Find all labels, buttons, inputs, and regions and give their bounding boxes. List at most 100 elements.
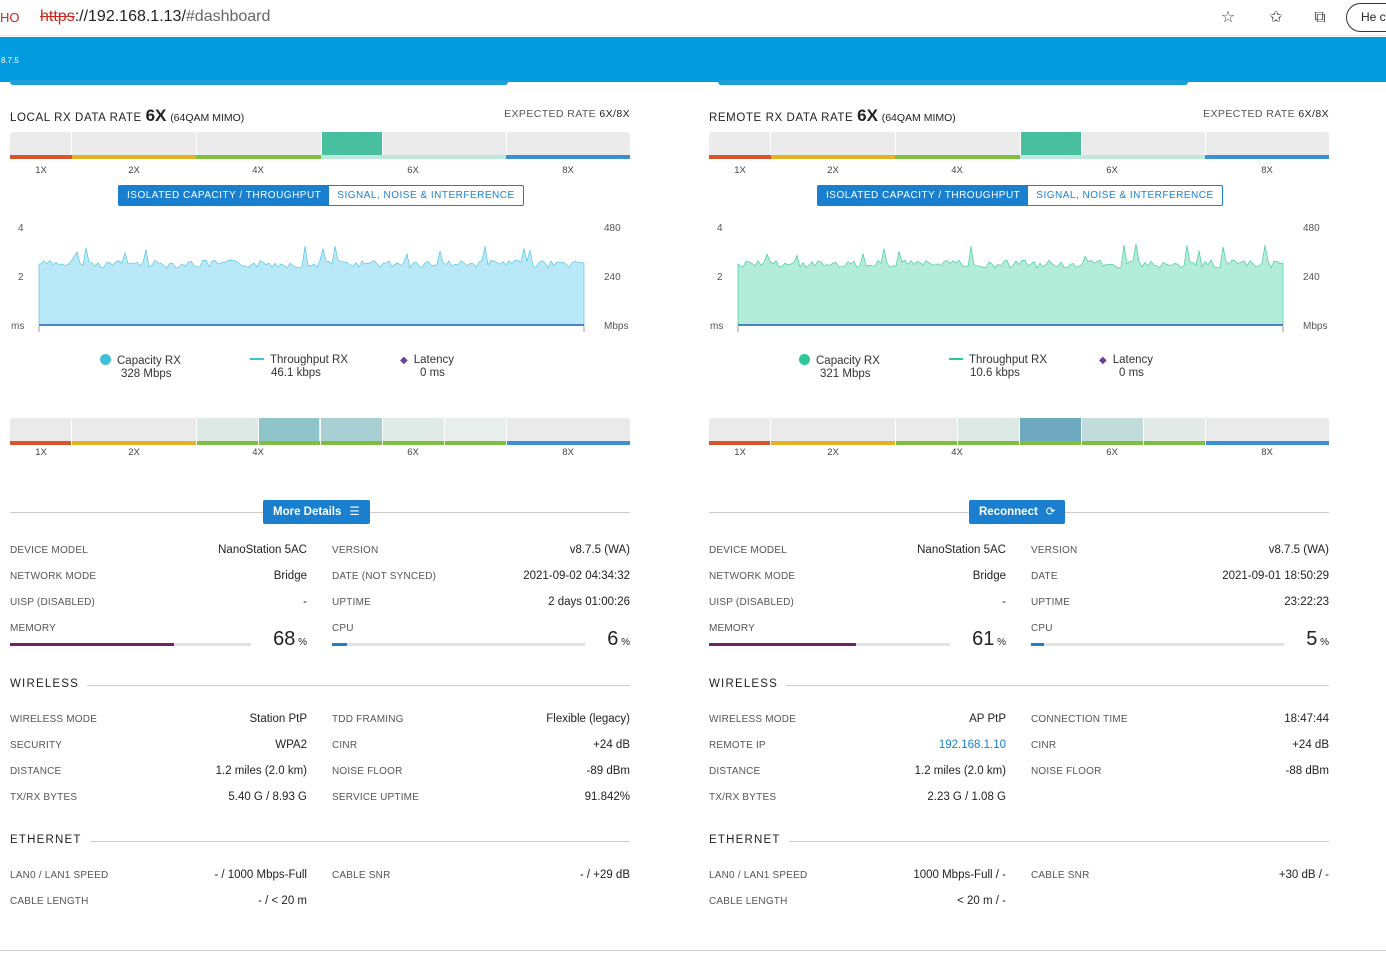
collections-icon[interactable]: ⧉ (1314, 9, 1326, 26)
network-mode-value: Bridge (273, 570, 307, 582)
throughput-line-icon (250, 358, 264, 360)
legend-value: 46.1 kbps (271, 367, 321, 379)
noise-floor-label: NOISE FLOOR (1031, 766, 1102, 777)
legend-value: 328 Mbps (121, 368, 172, 380)
uisp-disabled-value: - (1002, 596, 1006, 608)
version-label: 8.7.5 (1, 56, 19, 65)
lan0-lan1-speed-label: LAN0 / LAN1 SPEED (709, 870, 808, 881)
rx-rate-value: 6X (145, 106, 167, 125)
legend-throughput[interactable]: Throughput RX 10.6 kbps (949, 354, 1047, 379)
cpu-percent: 5 % (1306, 628, 1329, 650)
wireless-mode-value: AP PtP (969, 713, 1006, 725)
device-model-label: DEVICE MODEL (709, 545, 787, 556)
expected-rate-value: 6X/8X (599, 108, 630, 120)
app-header: 8.7.5 (0, 37, 1386, 82)
remote-ip-value[interactable]: 192.168.1.10 (938, 739, 1006, 751)
tick-label: 8X (562, 165, 574, 176)
rate-bar-highlight (1019, 418, 1081, 445)
wireless-divider (10, 685, 630, 686)
legend-latency[interactable]: ◆ Latency 0 ms (1099, 354, 1153, 379)
tick-label: 4X (252, 165, 264, 176)
rate-ticks-top: 1X 2X 4X 6X 8X (10, 165, 630, 177)
legend-label: Throughput RX (969, 354, 1047, 366)
version-label: VERSION (1031, 545, 1078, 556)
lan0-lan1-speed-value: - / 1000 Mbps-Full (214, 869, 307, 881)
browser-toolbar: НО https://192.168.1.13/#dashboard ☆ ✩ ⧉… (0, 0, 1386, 36)
rate-bar-top (10, 132, 630, 159)
tick-label: 8X (1261, 447, 1273, 458)
url-host: ://192.168.1.13/ (74, 8, 186, 25)
tick-label: 6X (1106, 447, 1118, 458)
cinr-label: CINR (332, 740, 358, 751)
cable-snr-value: - / +29 dB (579, 869, 630, 881)
axis-left-tick: 4 (717, 223, 723, 234)
capacity-dot-icon (100, 354, 111, 365)
noise-floor-value: -88 dBm (1285, 765, 1329, 777)
tick-label: 6X (407, 447, 419, 458)
tx-rx-bytes-value: 5.40 G / 8.93 G (228, 791, 307, 803)
axis-right-tick: 480 (1303, 223, 1320, 234)
expected-rate-label: EXPECTED RATE (504, 108, 597, 120)
list-icon: ☰ (349, 506, 360, 518)
legend-value: 0 ms (420, 367, 445, 379)
cinr-value: +24 dB (593, 739, 630, 751)
ethernet-divider (709, 841, 1329, 842)
distance-label: DISTANCE (10, 766, 62, 777)
axis-left-tick: 2 (18, 272, 24, 283)
tab-signal-noise[interactable]: SIGNAL, NOISE & INTERFERENCE (1036, 190, 1214, 201)
cpu-meter (332, 643, 585, 646)
uisp-disabled-label: UISP (DISABLED) (709, 597, 795, 608)
legend-throughput[interactable]: Throughput RX 46.1 kbps (250, 354, 348, 379)
legend-label: Throughput RX (270, 354, 348, 366)
tdd-framing-label: TDD FRAMING (332, 714, 404, 725)
capacity-chart (38, 246, 585, 332)
tick-label: 4X (252, 447, 264, 458)
cable-length-label: CABLE LENGTH (709, 896, 788, 907)
date-not-synced-label: DATE (NOT SYNCED) (332, 571, 437, 582)
tick-label: 8X (562, 447, 574, 458)
security-label: SECURITY (10, 740, 63, 751)
rate-bar-highlight (1143, 418, 1205, 445)
profile-button[interactable]: Не с (1346, 3, 1386, 32)
expected-rate: EXPECTED RATE 6X/8X (504, 108, 630, 120)
memory-label: MEMORY (10, 623, 57, 634)
tab-capacity-throughput[interactable]: ISOLATED CAPACITY / THROUGHPUT (119, 186, 330, 205)
lan0-lan1-speed-value: 1000 Mbps-Full / - (913, 869, 1006, 881)
tick-label: 1X (734, 165, 746, 176)
distance-label: DISTANCE (709, 766, 761, 777)
axis-left-unit: ms (710, 321, 724, 332)
memory-percent: 61 % (972, 628, 1006, 650)
url-protocol: https (40, 8, 75, 25)
ethernet-section-title: ETHERNET (10, 834, 90, 846)
rate-bar-highlight (957, 418, 1019, 445)
more-details-button[interactable]: More Details ☰ (263, 500, 370, 524)
legend-capacity[interactable]: Capacity RX 321 Mbps (799, 354, 880, 380)
add-favorite-icon[interactable]: ☆ (1220, 9, 1236, 26)
cable-snr-value: +30 dB / - (1278, 869, 1329, 881)
version-value: v8.7.5 (WA) (1268, 544, 1329, 556)
rate-ticks-top: 1X 2X 4X 6X 8X (709, 165, 1329, 177)
axis-left-tick: 4 (18, 223, 24, 234)
legend-capacity[interactable]: Capacity RX 328 Mbps (100, 354, 181, 380)
wireless-section-title: WIRELESS (709, 678, 787, 690)
reconnect-button[interactable]: Reconnect ⟳ (969, 500, 1066, 524)
tab-capacity-throughput[interactable]: ISOLATED CAPACITY / THROUGHPUT (818, 186, 1029, 205)
tick-label: 2X (128, 165, 140, 176)
rx-rate-label: REMOTE RX DATA RATE (709, 112, 854, 124)
favorites-icon[interactable]: ✩ (1269, 9, 1283, 26)
uptime-label: UPTIME (332, 597, 371, 608)
memory-label: MEMORY (709, 623, 756, 634)
legend-latency[interactable]: ◆ Latency 0 ms (400, 354, 454, 379)
capacity-area (38, 246, 585, 326)
insecure-indicator[interactable]: НО (0, 10, 20, 25)
rate-bar-bottom (10, 418, 630, 445)
network-mode-value: Bridge (972, 570, 1006, 582)
tab-signal-noise[interactable]: SIGNAL, NOISE & INTERFERENCE (337, 190, 515, 201)
cpu-meter (1031, 643, 1284, 646)
device-model-value: NanoStation 5AC (917, 544, 1006, 556)
rx-rate-title: LOCAL RX DATA RATE 6X (64QAM MIMO) (10, 106, 244, 126)
address-bar[interactable]: https://192.168.1.13/#dashboard (40, 8, 270, 26)
tick-label: 4X (951, 165, 963, 176)
rate-ticks-bottom: 1X 2X 4X 6X 8X (709, 447, 1329, 459)
capacity-dot-icon (799, 354, 810, 365)
